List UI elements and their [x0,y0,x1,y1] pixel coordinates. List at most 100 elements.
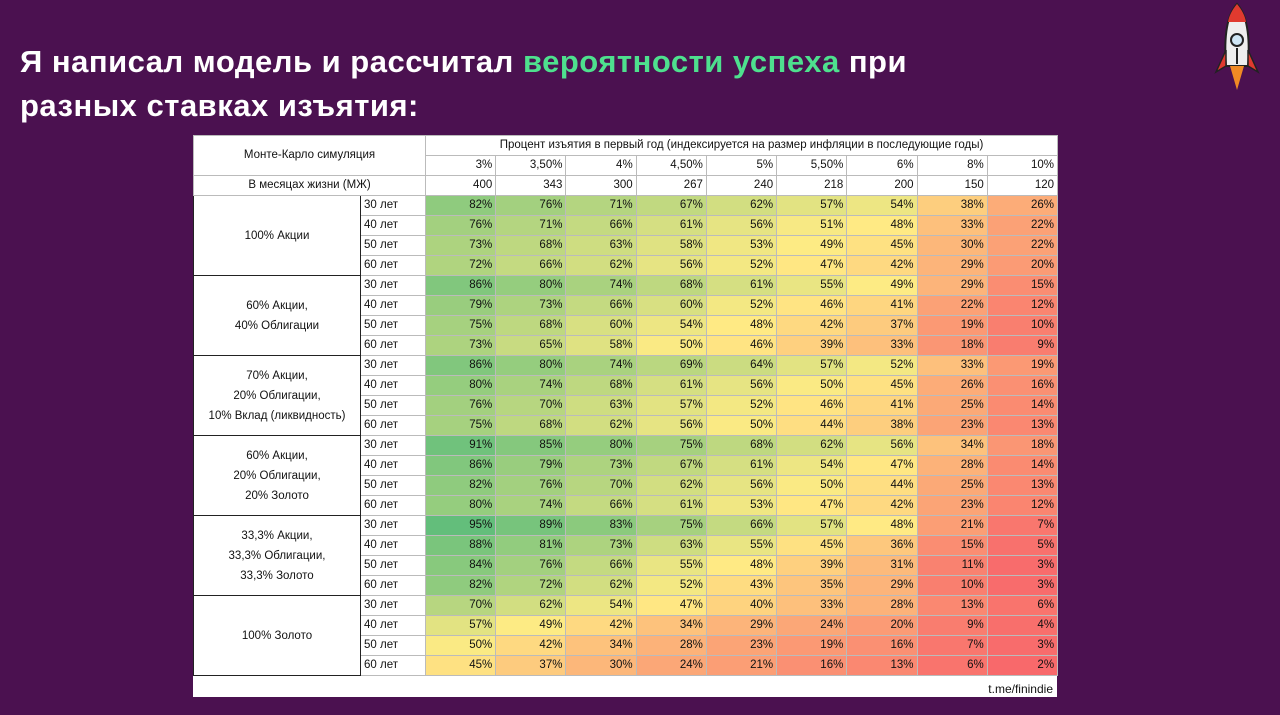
probability-cell: 33% [776,595,848,616]
probability-cell: 52% [705,295,778,316]
probability-cell: 30% [916,235,988,256]
probability-cell: 22% [986,215,1059,236]
data-row: 40 лет 88% 81% 73% 63% 55% 45% 36% 15% 5% [194,535,1059,556]
probability-cell: 52% [846,355,918,376]
probability-cell: 55% [776,275,848,296]
group-label-line: 33,3% Акции, [241,529,313,542]
group-label-line: 100% Золото [241,629,313,642]
period-label: 30 лет [359,195,427,216]
probability-cell: 56% [705,475,778,496]
probability-cell: 79% [495,455,567,476]
probability-cell: 91% [425,435,497,456]
probability-cell: 56% [846,435,918,456]
probability-cell: 46% [776,295,848,316]
probability-cell: 19% [986,355,1059,376]
probability-cell: 66% [565,295,637,316]
probability-cell: 25% [916,395,988,416]
data-row: 60% Акции, 20% Облигации, 20% Золото 30 лет… [193,435,1059,516]
data-row: 33,3% Акции, 33,3% Облигации, 33,3% Золото… [193,515,1059,596]
probability-cell: 3% [986,575,1059,596]
probability-cell: 38% [916,195,988,216]
probability-cell: 36% [846,535,918,556]
probability-cell: 18% [916,335,988,356]
probability-cell: 40% [705,595,778,616]
probability-cell: 73% [495,295,567,316]
probability-cell: 61% [705,455,778,476]
probability-cell: 42% [495,635,567,656]
data-row: 40 лет 76% 71% 66% 61% 56% 51% 48% 33% 22% [194,215,1059,236]
group-label-line: 20% Золото [245,489,309,502]
group-label-line: 60% Акции, [246,299,308,312]
probability-cell: 62% [565,415,637,436]
probability-cell: 39% [776,335,848,356]
probability-cell: 62% [565,575,637,596]
data-row: 50 лет 76% 70% 63% 57% 52% 46% 41% 25% 14% [194,395,1059,416]
probability-cell: 35% [776,575,848,596]
probability-cell: 79% [425,295,497,316]
group-label: 33,3% Акции, 33,3% Облигации, 33,3% Золото [193,515,361,596]
probability-cell: 52% [705,395,778,416]
probability-cell: 63% [635,535,707,556]
probability-cell: 42% [776,315,848,336]
period-label: 30 лет [359,355,427,376]
period-label: 40 лет [359,455,427,476]
probability-cell: 23% [705,635,778,656]
probability-cell: 49% [846,275,918,296]
probability-cell: 74% [565,275,637,296]
probability-cell: 82% [425,475,497,496]
probability-cell: 80% [565,435,637,456]
header-label: Процент изъятия в первый год (индексируе… [425,135,1059,156]
probability-cell: 26% [916,375,988,396]
probability-cell: 45% [846,375,918,396]
probability-cell: 56% [705,215,778,236]
probability-cell: 57% [635,395,707,416]
period-label: 50 лет [359,635,427,656]
probability-cell: 18% [986,435,1059,456]
probability-cell: 65% [495,335,567,356]
probability-cell: 19% [776,635,848,656]
probability-cell: 24% [635,655,707,676]
probability-cell: 7% [986,515,1059,536]
probability-cell: 51% [776,215,848,236]
probability-cell: 2% [986,655,1059,676]
period-label: 50 лет [359,315,427,336]
probability-cell: 30% [565,655,637,676]
probability-cell: 50% [776,375,848,396]
probability-cell: 50% [635,335,707,356]
probability-cell: 57% [776,195,848,216]
probability-cell: 82% [425,575,497,596]
data-row: 60% Акции, 40% Облигации 30 лет 86% 80% 74% 68… [193,275,1059,356]
probability-cell: 45% [425,655,497,676]
probability-cell: 60% [565,315,637,336]
probability-cell: 22% [986,235,1059,256]
probability-cell: 55% [635,555,707,576]
period-label: 40 лет [359,295,427,316]
probability-cell: 20% [986,255,1059,276]
title-highlight: вероятности успеха [522,44,840,79]
probability-cell: 58% [565,335,637,356]
probability-cell: 6% [986,595,1059,616]
corner-label: Монте-Карло симуляция [192,135,427,176]
probability-cell: 14% [986,455,1059,476]
probability-cell: 26% [986,195,1059,216]
probability-cell: 15% [916,535,988,556]
probability-cell: 71% [495,215,567,236]
probability-cell: 38% [846,415,918,436]
probability-cell: 76% [425,215,497,236]
probability-cell: 67% [635,455,707,476]
probability-cell: 9% [986,335,1059,356]
probability-cell: 19% [916,315,988,336]
probability-cell: 47% [635,595,707,616]
probability-cell: 74% [495,495,567,516]
period-label: 40 лет [359,215,427,236]
months-value: 150 [916,175,988,196]
probability-cell: 37% [495,655,567,676]
probability-cell: 37% [846,315,918,336]
probability-cell: 47% [776,255,848,276]
probability-cell: 66% [565,215,637,236]
probability-cell: 75% [635,435,707,456]
group-label-line: 10% Вклад (ликвидность) [208,409,346,422]
probability-cell: 74% [495,375,567,396]
probability-cell: 39% [776,555,848,576]
group-label-line: 60% Акции, [246,449,308,462]
